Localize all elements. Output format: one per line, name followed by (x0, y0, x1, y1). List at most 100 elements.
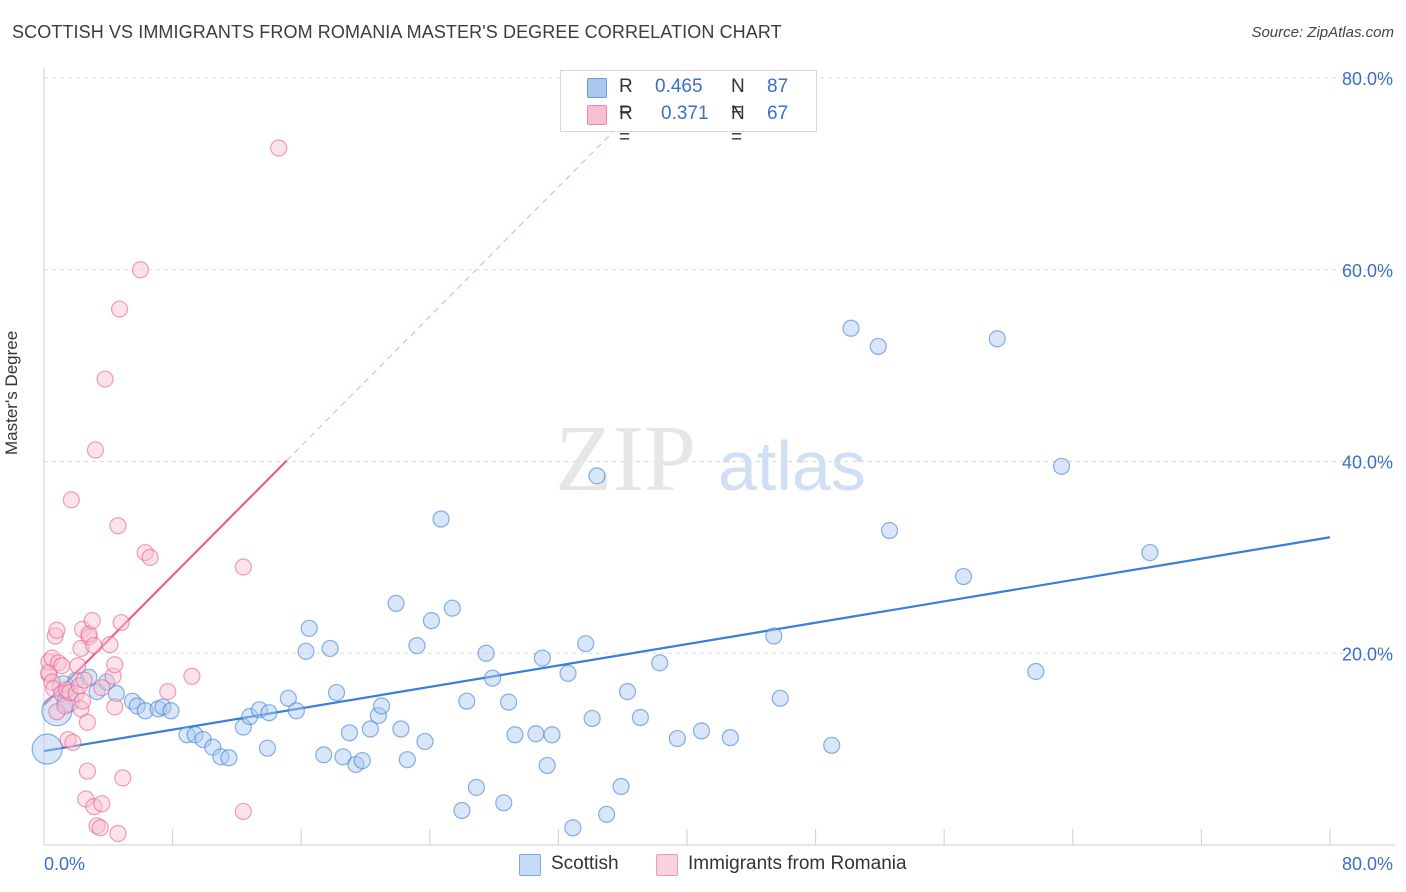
point-scottish (107, 684, 125, 703)
point-scottish (533, 649, 551, 667)
point-scottish (443, 599, 461, 617)
point-scottish (538, 756, 556, 775)
bottom-legend-label: Immigrants from Romania (688, 853, 907, 874)
chart-title: SCOTTISH VS IMMIGRANTS FROM ROMANIA MAST… (12, 22, 782, 42)
point-romania (61, 683, 79, 702)
point-romania (112, 613, 130, 632)
point-scottish (467, 778, 486, 797)
point-romania (43, 673, 61, 691)
point-scottish (258, 739, 277, 757)
point-scottish (297, 642, 315, 660)
legend-r-value: 0.371 (661, 103, 709, 124)
point-scottish (279, 689, 297, 707)
point-romania (106, 698, 124, 716)
point-scottish (300, 619, 318, 637)
point-scottish (651, 654, 669, 672)
legend-n-value: 87 (767, 76, 789, 97)
point-romania (53, 657, 71, 675)
x-tick-label: 80.0% (1342, 854, 1393, 874)
point-scottish (880, 521, 899, 540)
source-label: Source: ZipAtlas.com (1251, 24, 1394, 41)
watermark-zip: ZIP (555, 407, 696, 511)
x-tick-label: 0.0% (44, 854, 85, 874)
point-scottish (80, 668, 98, 686)
point-romania (83, 612, 101, 630)
point-romania (109, 824, 127, 843)
point-scottish (477, 644, 495, 662)
y-tick-label: 80.0% (1342, 69, 1393, 89)
trend-line-scottish (43, 536, 1331, 753)
point-scottish (765, 627, 783, 645)
point-romania (69, 657, 87, 675)
point-scottish (1141, 543, 1159, 562)
point-romania (141, 548, 159, 566)
point-scottish (954, 567, 973, 586)
point-scottish (241, 707, 259, 726)
point-scottish (321, 639, 339, 658)
legend-n-value: 67 (767, 103, 789, 124)
point-scottish (123, 692, 142, 710)
point-scottish (869, 337, 887, 356)
point-scottish (186, 726, 204, 744)
point-scottish (250, 701, 269, 719)
point-scottish (334, 748, 352, 766)
trend-line-romania-extension (286, 121, 624, 461)
points (31, 139, 1159, 843)
point-romania (93, 679, 111, 697)
point-scottish (495, 794, 513, 812)
point-scottish (387, 594, 405, 612)
point-scottish (453, 801, 471, 820)
y-tick-label: 60.0% (1342, 261, 1393, 281)
point-romania (109, 517, 127, 535)
point-romania (159, 682, 177, 701)
point-romania (106, 656, 124, 674)
y-tick-label: 40.0% (1342, 453, 1393, 473)
point-scottish (771, 689, 789, 707)
trend-lines (43, 121, 1331, 753)
point-romania (57, 681, 76, 699)
point-romania (110, 300, 129, 318)
point-scottish (842, 319, 860, 337)
legend-r-value: 0.465 (655, 76, 703, 97)
point-scottish (631, 708, 649, 727)
axes (43, 68, 1395, 846)
tick-labels: 20.0% 40.0% 60.0% 80.0% 0.0% 80.0% (44, 69, 1393, 874)
point-scottish (353, 752, 371, 770)
point-scottish (583, 709, 601, 728)
point-scottish (612, 777, 630, 796)
point-romania (101, 636, 119, 654)
legend-swatch-romania (587, 105, 607, 125)
point-romania (64, 733, 82, 752)
y-tick-label: 20.0% (1342, 644, 1393, 664)
point-scottish (234, 718, 252, 736)
point-scottish (823, 736, 841, 754)
point-scottish (408, 636, 426, 655)
point-scottish (559, 664, 577, 682)
point-scottish (692, 722, 711, 740)
point-scottish (162, 702, 180, 720)
point-romania (73, 692, 92, 710)
point-romania (131, 261, 150, 279)
point-scottish (287, 702, 305, 720)
point-romania (48, 621, 66, 639)
point-scottish (564, 819, 582, 837)
bottom-legend-label: Scottish (551, 853, 619, 874)
point-scottish (527, 725, 545, 743)
point-romania (59, 730, 77, 749)
legend-swatch-scottish (587, 78, 607, 98)
point-romania (45, 680, 63, 698)
point-scottish (315, 746, 333, 764)
trend-line-romania (43, 459, 288, 706)
point-romania (234, 802, 252, 821)
point-scottish (369, 706, 387, 725)
point-scottish (483, 669, 502, 687)
point-romania (86, 441, 105, 459)
point-romania (270, 139, 288, 157)
point-romania (49, 654, 68, 672)
bottom-legend-swatch-romania (656, 854, 678, 876)
point-scottish (31, 733, 63, 765)
watermark-atlas: atlas (718, 427, 866, 505)
point-scottish (392, 720, 410, 738)
point-romania (85, 636, 103, 655)
